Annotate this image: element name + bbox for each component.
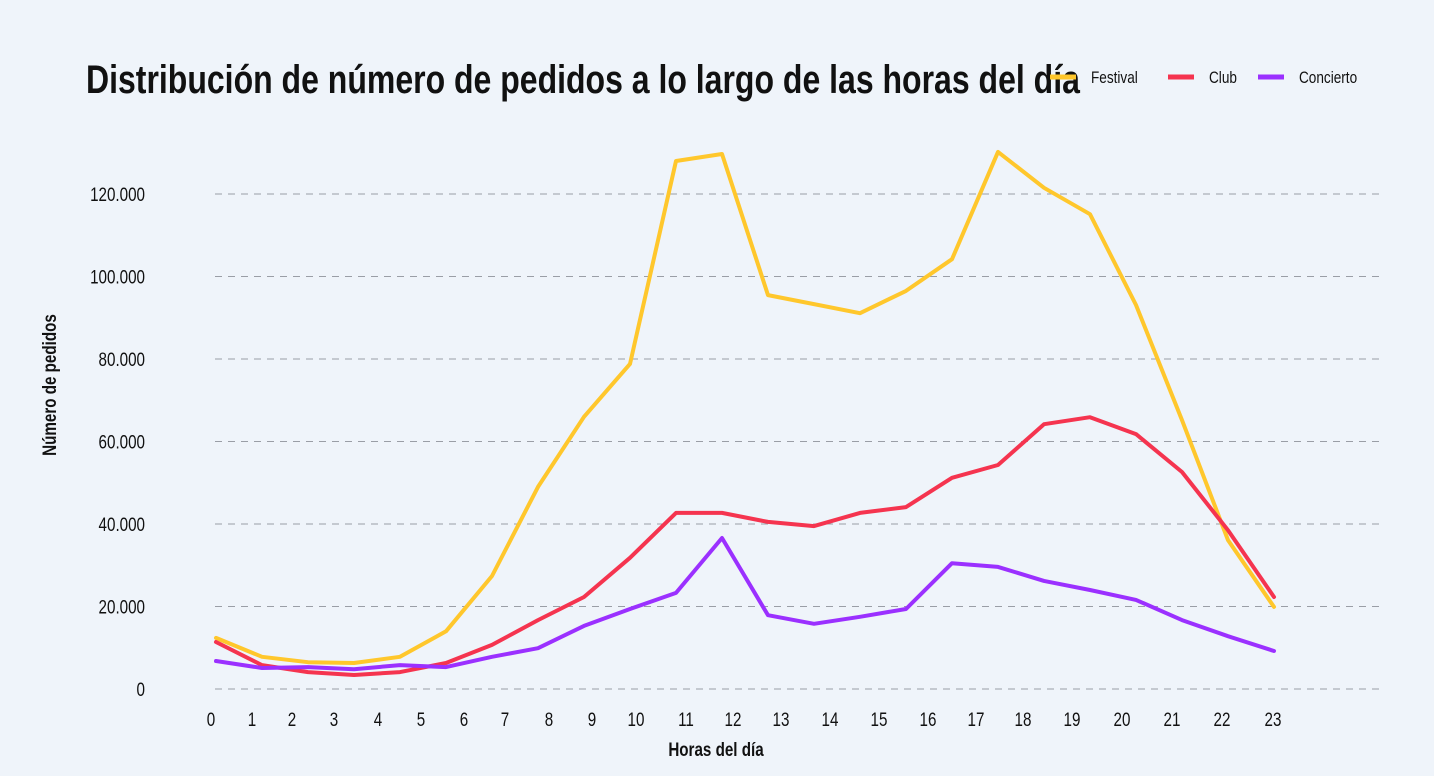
y-tick-label: 0 bbox=[137, 678, 145, 700]
x-tick-label: 15 bbox=[871, 708, 888, 730]
x-tick-label: 22 bbox=[1214, 708, 1231, 730]
x-tick-label: 18 bbox=[1015, 708, 1032, 730]
x-tick-label: 13 bbox=[773, 708, 790, 730]
x-tick-label: 14 bbox=[822, 708, 839, 730]
x-tick-label: 1 bbox=[248, 708, 256, 730]
legend-item-concierto: Concierto bbox=[1258, 69, 1357, 88]
x-tick-label: 19 bbox=[1064, 708, 1081, 730]
series-line-concierto bbox=[214, 536, 1276, 672]
x-tick-label: 16 bbox=[920, 708, 937, 730]
series-line-festival bbox=[214, 149, 1276, 665]
chart-title: Distribución de número de pedidos a lo l… bbox=[86, 57, 1081, 102]
legend-item-club: Club bbox=[1168, 69, 1237, 88]
legend-item-festival: Festival bbox=[1050, 69, 1138, 88]
x-tick-label: 9 bbox=[588, 708, 596, 730]
y-tick-label: 40.000 bbox=[99, 513, 145, 535]
x-tick-label: 20 bbox=[1114, 708, 1131, 730]
legend-label: Club bbox=[1209, 69, 1237, 88]
series-line-club bbox=[214, 415, 1276, 677]
x-tick-label: 23 bbox=[1265, 708, 1282, 730]
x-tick-label: 21 bbox=[1164, 708, 1181, 730]
y-axis-label: Número de pedidos bbox=[38, 314, 60, 456]
y-tick-label: 20.000 bbox=[99, 596, 145, 618]
y-tick-label: 100.000 bbox=[90, 266, 145, 288]
x-tick-label: 3 bbox=[330, 708, 338, 730]
x-tick-label: 0 bbox=[207, 708, 215, 730]
x-tick-label: 5 bbox=[417, 708, 425, 730]
x-tick-label: 17 bbox=[968, 708, 985, 730]
x-tick-label: 2 bbox=[288, 708, 296, 730]
x-tick-label: 11 bbox=[678, 708, 694, 730]
y-tick-label: 80.000 bbox=[99, 348, 145, 370]
y-tick-label: 120.000 bbox=[90, 183, 145, 205]
x-tick-label: 6 bbox=[460, 708, 468, 730]
y-tick-label: 60.000 bbox=[99, 431, 145, 453]
x-tick-label: 7 bbox=[501, 708, 509, 730]
legend-label: Festival bbox=[1091, 69, 1138, 88]
x-tick-label: 10 bbox=[628, 708, 645, 730]
x-tick-label: 8 bbox=[545, 708, 553, 730]
legend-label: Concierto bbox=[1299, 69, 1357, 88]
x-tick-label: 12 bbox=[725, 708, 742, 730]
x-axis-label: Horas del día bbox=[668, 738, 764, 760]
x-tick-label: 4 bbox=[374, 708, 383, 730]
